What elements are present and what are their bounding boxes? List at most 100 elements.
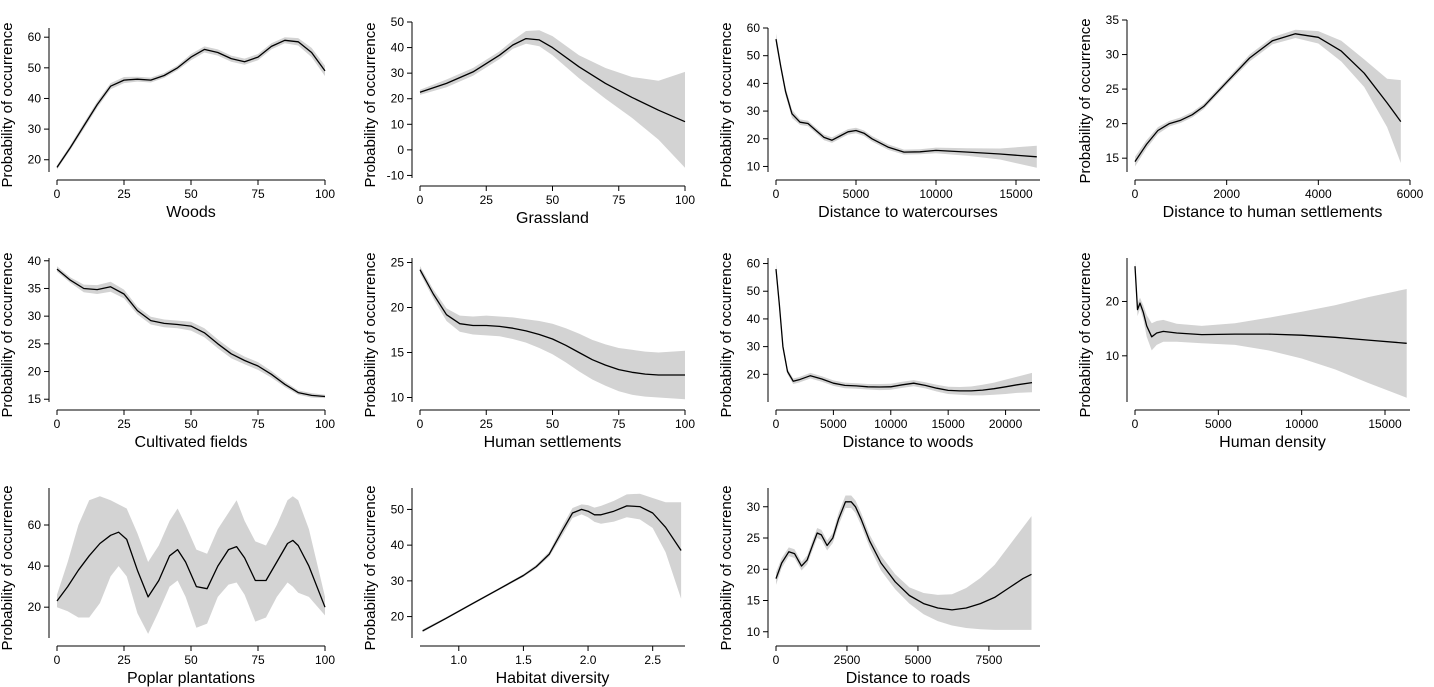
x-tick-label: 0 xyxy=(773,417,780,431)
y-axis-title: Probability of occurrence xyxy=(1077,18,1094,183)
x-tick-label: 2000 xyxy=(1213,187,1240,201)
y-tick-label: 15 xyxy=(28,392,42,406)
x-axis-title: Distance to woods xyxy=(843,434,974,451)
y-tick-label: 30 xyxy=(391,574,405,588)
x-axis-title: Distance to human settlements xyxy=(1163,204,1383,221)
y-tick-label: 0 xyxy=(397,143,404,157)
x-tick-label: 50 xyxy=(546,193,560,207)
chart-panel: 20 40 60 0 25 50 75 100 Poplar plantations Probab… xyxy=(0,485,335,687)
y-tick-label: 10 xyxy=(391,117,405,131)
y-tick-label: 20 xyxy=(391,610,405,624)
x-tick-label: 0 xyxy=(1132,187,1139,201)
x-axis-title: Distance to roads xyxy=(846,670,971,687)
x-axis-title: Grassland xyxy=(516,210,589,227)
x-tick-label: 25 xyxy=(117,417,131,431)
y-axis-title: Probability of occurrence xyxy=(718,252,735,417)
y-tick-label: 20 xyxy=(1106,117,1120,131)
y-tick-label: 30 xyxy=(747,500,761,514)
x-tick-label: 25 xyxy=(480,193,494,207)
x-tick-label: 5000 xyxy=(843,187,870,201)
x-tick-label: 100 xyxy=(315,653,335,667)
chart-panel: 20 30 40 50 1.0 1.5 2.0 2.5 Habitat diversity Pro… xyxy=(362,485,685,687)
chart-panel: 15 20 25 30 35 0 2000 4000 6000 Distance to human… xyxy=(1077,13,1424,221)
y-tick-label: 10 xyxy=(391,391,405,405)
y-tick-label: 15 xyxy=(747,594,761,608)
y-tick-label: 25 xyxy=(391,256,405,270)
x-tick-label: 10000 xyxy=(874,417,908,431)
y-tick-label: 15 xyxy=(391,346,405,360)
y-tick-label: -10 xyxy=(387,168,405,182)
y-tick-label: 40 xyxy=(747,312,761,326)
y-axis-title: Probability of occurrence xyxy=(0,22,16,187)
x-tick-label: 15000 xyxy=(1368,417,1402,431)
y-tick-label: 25 xyxy=(1106,82,1120,96)
series-line xyxy=(1134,266,1407,344)
x-tick-label: 50 xyxy=(184,653,198,667)
confidence-band xyxy=(420,30,685,168)
y-tick-label: 20 xyxy=(747,562,761,576)
x-axis-title: Distance to watercourses xyxy=(818,204,998,221)
x-tick-label: 0 xyxy=(1132,417,1139,431)
x-tick-label: 1.0 xyxy=(450,653,467,667)
confidence-band xyxy=(1135,29,1401,167)
y-tick-label: 35 xyxy=(1106,13,1120,27)
chart-panel: 20 30 40 50 60 0 5000 10000 15000 20000 Distance t… xyxy=(718,252,1040,451)
y-tick-label: 60 xyxy=(747,21,761,35)
y-tick-label: 50 xyxy=(28,61,42,75)
y-tick-label: 20 xyxy=(391,92,405,106)
y-tick-label: 20 xyxy=(747,367,761,381)
x-tick-label: 50 xyxy=(184,417,198,431)
x-tick-label: 4000 xyxy=(1305,187,1332,201)
y-tick-label: 30 xyxy=(1106,48,1120,62)
x-tick-label: 0 xyxy=(417,193,424,207)
x-tick-label: 50 xyxy=(184,187,198,201)
confidence-band xyxy=(57,496,325,634)
x-tick-label: 0 xyxy=(54,187,61,201)
y-tick-label: 25 xyxy=(747,531,761,545)
confidence-band xyxy=(776,33,1037,168)
y-tick-label: 40 xyxy=(28,91,42,105)
y-tick-label: 20 xyxy=(28,600,42,614)
x-axis-title: Woods xyxy=(166,204,216,221)
confidence-band xyxy=(776,495,1032,630)
chart-panel: 10 15 20 25 30 0 2500 5000 7500 Distance to roads… xyxy=(718,485,1040,687)
y-axis-title: Probability of occurrence xyxy=(0,485,16,650)
y-tick-label: 10 xyxy=(747,159,761,173)
y-tick-label: 40 xyxy=(28,254,42,268)
x-tick-label: 25 xyxy=(117,653,131,667)
y-tick-label: 10 xyxy=(747,625,761,639)
x-tick-label: 5000 xyxy=(820,417,847,431)
y-axis-title: Probability of occurrence xyxy=(718,485,735,650)
x-axis-title: Human settlements xyxy=(484,434,622,451)
x-tick-label: 25 xyxy=(480,417,494,431)
confidence-band xyxy=(776,263,1032,396)
series-line xyxy=(775,501,1032,611)
y-axis-title: Probability of occurrence xyxy=(1077,252,1094,417)
x-axis-title: Habitat diversity xyxy=(496,670,610,687)
y-axis-title: Probability of occurrence xyxy=(362,22,379,187)
y-tick-label: 10 xyxy=(1106,349,1120,363)
x-tick-label: 2.0 xyxy=(580,653,597,667)
y-tick-label: 50 xyxy=(747,284,761,298)
x-tick-label: 10000 xyxy=(1285,417,1319,431)
x-tick-label: 100 xyxy=(675,417,695,431)
x-tick-label: 25 xyxy=(117,187,131,201)
y-axis-title: Probability of occurrence xyxy=(718,22,735,187)
confidence-band xyxy=(57,266,325,399)
y-tick-label: 40 xyxy=(747,76,761,90)
x-tick-label: 50 xyxy=(546,417,560,431)
x-tick-label: 10000 xyxy=(919,187,953,201)
y-tick-label: 40 xyxy=(28,559,42,573)
x-tick-label: 1.5 xyxy=(515,653,532,667)
chart-panel: 10 15 20 25 0 25 50 75 100 Human settlements Proba… xyxy=(362,252,695,451)
y-tick-label: 30 xyxy=(28,122,42,136)
x-tick-label: 75 xyxy=(612,417,626,431)
series-line xyxy=(775,38,1037,158)
chart-panel: 15 20 25 30 35 40 0 25 50 75 100 Cultivated fields P… xyxy=(0,252,335,451)
y-tick-label: 30 xyxy=(747,340,761,354)
x-tick-label: 2500 xyxy=(834,653,861,667)
x-tick-label: 75 xyxy=(612,193,626,207)
x-tick-label: 0 xyxy=(417,417,424,431)
x-tick-label: 0 xyxy=(773,187,780,201)
